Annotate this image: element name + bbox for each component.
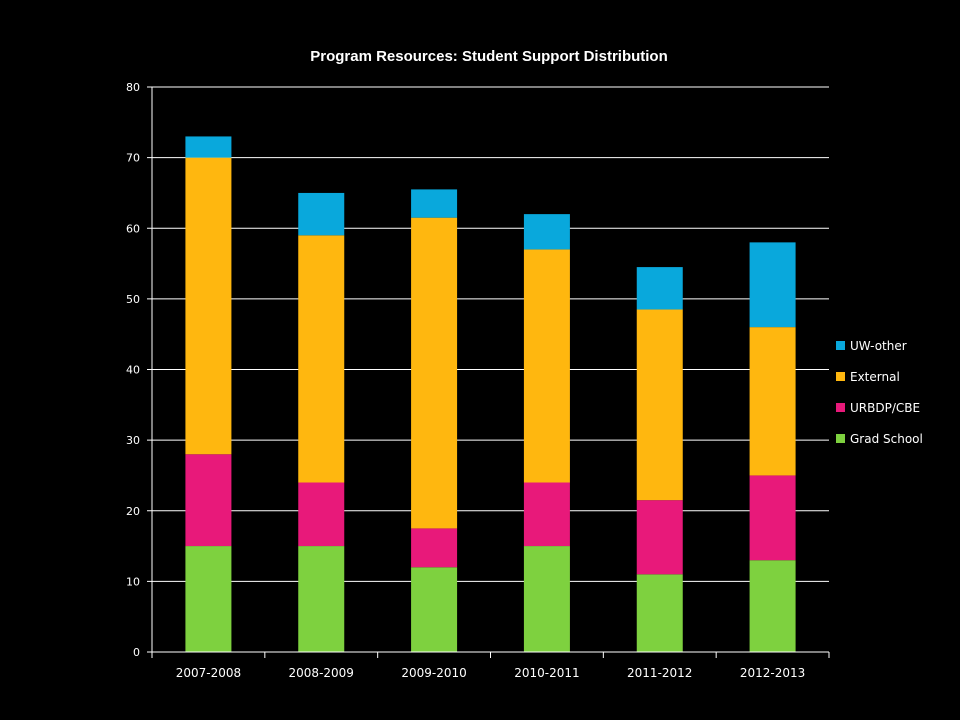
legend-label: Grad School	[850, 431, 923, 446]
bar-segment-external-2009-2010	[411, 217, 458, 529]
bars	[185, 136, 796, 652]
y-tick-label: 0	[133, 646, 140, 659]
y-axis-ticks: 0 10 20 30 40 50 60 70 80	[126, 81, 152, 659]
bar-segment-urbdp-cbe-2009-2010	[411, 528, 458, 568]
legend-swatch	[836, 403, 845, 412]
x-tick-label: 2007-2008	[176, 666, 241, 680]
bar-segment-grad-school-2012-2013	[749, 560, 796, 652]
bar-segment-grad-school-2010-2011	[523, 546, 570, 652]
x-tick-label: 2011-2012	[627, 666, 692, 680]
legend-item-uw-other: UW-other	[836, 330, 923, 361]
bar-segment-external-2010-2011	[523, 249, 570, 483]
bar-segment-grad-school-2011-2012	[636, 574, 683, 652]
x-tick-label: 2012-2013	[740, 666, 805, 680]
y-tick-label: 40	[126, 364, 140, 377]
y-tick-label: 30	[126, 434, 140, 447]
y-tick-label: 10	[126, 575, 140, 588]
bar-segment-external-2012-2013	[749, 327, 796, 476]
bar-segment-uw-other-2008-2009	[298, 192, 345, 236]
legend: UW-other External URBDP/CBE Grad School	[836, 330, 923, 454]
bar-segment-uw-other-2007-2008	[185, 136, 232, 158]
bar-segment-urbdp-cbe-2010-2011	[523, 482, 570, 547]
y-tick-label: 70	[126, 152, 140, 165]
bar-segment-grad-school-2009-2010	[411, 567, 458, 652]
bar-segment-external-2008-2009	[298, 235, 345, 483]
legend-item-grad-school: Grad School	[836, 423, 923, 454]
gridlines	[152, 86, 829, 582]
x-tick-label: 2008-2009	[289, 666, 354, 680]
chart-title: Program Resources: Student Support Distr…	[310, 48, 668, 65]
legend-swatch	[836, 341, 845, 350]
legend-label: UW-other	[850, 338, 907, 353]
legend-swatch	[836, 434, 845, 443]
y-tick-label: 50	[126, 293, 140, 306]
bar-segment-external-2011-2012	[636, 309, 683, 501]
bar-segment-urbdp-cbe-2011-2012	[636, 500, 683, 575]
legend-swatch	[836, 372, 845, 381]
y-tick-label: 20	[126, 505, 140, 518]
bar-segment-grad-school-2007-2008	[185, 546, 232, 652]
x-tick-label: 2010-2011	[514, 666, 579, 680]
bar-segment-external-2007-2008	[185, 157, 232, 455]
bar-segment-uw-other-2009-2010	[411, 189, 458, 218]
bar-segment-uw-other-2011-2012	[636, 267, 683, 310]
legend-label: External	[850, 369, 900, 384]
bar-segment-grad-school-2008-2009	[298, 546, 345, 652]
x-axis-ticks: 2007-2008 2008-2009 2009-2010 2010-2011 2011…	[151, 652, 830, 680]
bar-segment-urbdp-cbe-2008-2009	[298, 482, 345, 547]
legend-label: URBDP/CBE	[850, 400, 921, 415]
bar-segment-uw-other-2012-2013	[749, 242, 796, 328]
y-tick-label: 60	[126, 222, 140, 235]
y-tick-label: 80	[126, 81, 140, 94]
bar-segment-uw-other-2010-2011	[523, 214, 570, 250]
legend-item-urbdp-cbe: URBDP/CBE	[836, 392, 923, 423]
x-tick-label: 2009-2010	[401, 666, 466, 680]
bar-segment-urbdp-cbe-2007-2008	[185, 454, 232, 547]
bar-segment-urbdp-cbe-2012-2013	[749, 475, 796, 561]
legend-item-external: External	[836, 361, 923, 392]
